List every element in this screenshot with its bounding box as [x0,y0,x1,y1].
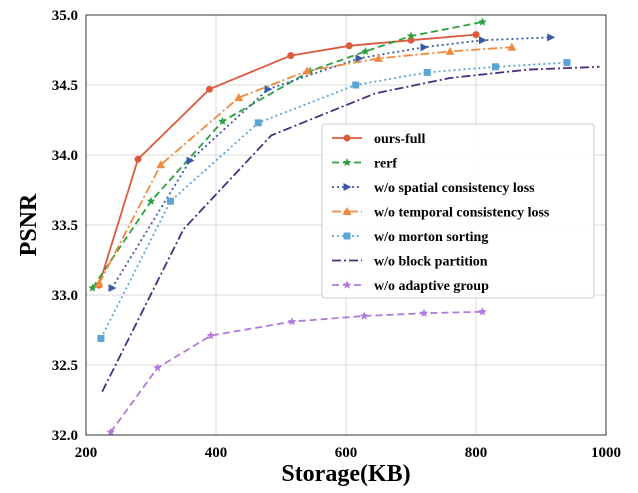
tick-labels: 200 400 600 800 1000 32.0 32.5 33.0 33.5 34.0 34.5… [52,8,621,461]
legend-label: w/o block partition [374,255,488,270]
data-point [479,36,487,45]
legend-label: rerf [374,157,397,172]
legend-label: w/o spatial consistency loss [374,181,535,196]
data-point [374,53,383,62]
data-point [406,31,416,40]
data-point [146,196,156,205]
data-point [478,17,487,26]
data-point [492,63,499,71]
legend-marker [342,158,352,167]
legend-label: w/o adaptive group [374,279,489,294]
data-point [206,85,213,93]
series-2 [108,33,556,292]
data-point [287,317,297,326]
legend-entry: rerf [332,157,397,172]
y-tick-label: 35.0 [52,8,78,24]
legend-entry: w/o morton sorting [332,230,488,245]
data-point [547,33,556,42]
data-point [234,93,244,102]
data-point [287,52,295,60]
data-point [507,42,517,51]
y-tick-label: 33.5 [52,218,78,234]
legend: ours-full rerf w/o spatial consistency los… [321,123,595,299]
data-point [106,427,115,436]
series-4 [97,59,571,342]
data-point [153,363,162,372]
data-point [156,160,166,169]
data-point [563,59,571,67]
data-point [359,311,369,320]
legend-marker [343,134,351,142]
legend-marker [342,207,352,215]
data-point [361,46,370,56]
data-point [352,81,360,89]
data-point [186,156,195,165]
data-point [478,307,487,316]
legend-entry: ours-full [332,132,425,147]
data-point [345,42,353,50]
legend-entry: w/o spatial consistency loss [332,181,535,196]
legend-marker [343,232,351,240]
data-point [88,283,97,292]
legend-label: ours-full [374,132,425,147]
x-tick-label: 800 [465,445,488,461]
legend-label: w/o morton sorting [374,230,488,245]
y-tick-label: 34.5 [52,78,78,94]
legend-entry: w/o adaptive group [332,279,489,294]
legend-box [321,123,595,299]
y-tick-label: 33.0 [52,288,78,304]
x-tick-label: 1000 [591,445,621,461]
legend-marker [343,183,352,191]
data-point [167,197,174,205]
x-tick-label: 400 [205,445,228,461]
data-point [218,116,227,126]
y-axis-title: PSNR [16,193,42,256]
legend-entry: w/o temporal consistency loss [332,206,550,221]
data-point [134,155,142,163]
legend-label: w/o temporal consistency loss [374,206,550,221]
data-point [355,54,364,63]
data-point [264,85,273,94]
data-point [108,284,117,292]
x-axis-title: Storage(KB) [281,461,410,487]
data-point [420,43,429,52]
series-3 [94,42,517,288]
data-point [97,334,105,342]
y-tick-label: 34.0 [52,148,78,164]
legend-marker [342,280,352,289]
data-point [445,46,455,55]
plot-frame [85,14,607,436]
data-point [254,119,262,127]
legend-entry: w/o block partition [332,255,488,270]
series-6 [106,307,487,436]
x-tick-label: 600 [335,445,358,461]
data-point [206,331,216,340]
x-tick-label: 200 [75,445,98,461]
data-point [94,279,104,288]
series-layer [88,17,600,436]
data-point [472,31,480,39]
data-point [302,66,312,75]
data-point [419,308,429,317]
y-tick-label: 32.5 [52,358,78,374]
y-tick-label: 32.0 [52,428,78,444]
data-point [423,68,431,76]
